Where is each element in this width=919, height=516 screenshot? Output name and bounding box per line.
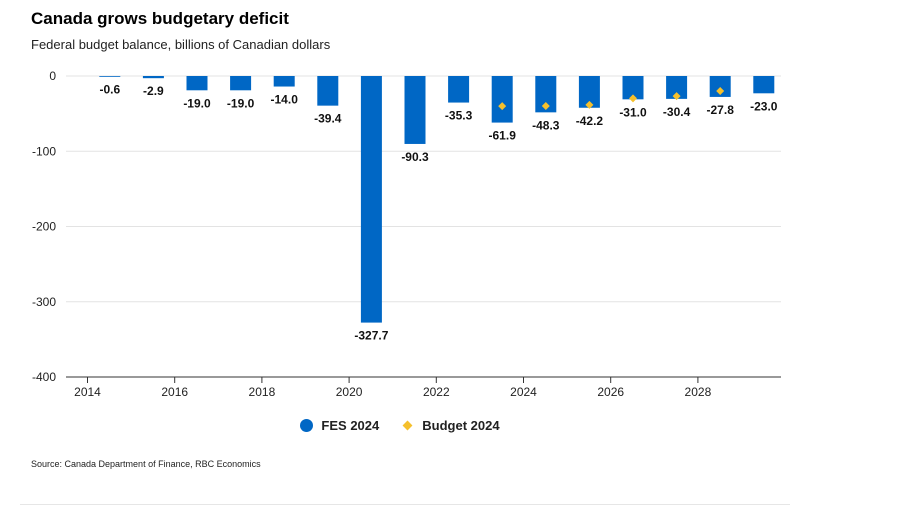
- bar-data-label: -19.0: [227, 96, 255, 110]
- bar-fes-2024: [578, 76, 600, 108]
- bar-data-label: -31.0: [619, 105, 647, 119]
- x-tick-label: 2022: [423, 385, 450, 399]
- marker-budget-2024: [498, 102, 507, 111]
- bar-data-label: -61.9: [489, 129, 517, 143]
- legend: FES 2024 Budget 2024: [0, 418, 800, 433]
- x-tick-label: 2016: [161, 385, 188, 399]
- bar-data-label: -90.3: [401, 150, 429, 164]
- bar-fes-2024: [448, 76, 470, 103]
- legend-circle-icon: [300, 419, 314, 432]
- bar-data-label: -0.6: [99, 82, 120, 96]
- bar-fes-2024: [230, 76, 252, 91]
- bar-data-label: -327.7: [354, 329, 388, 343]
- chart-subtitle: Federal budget balance, billions of Cana…: [31, 37, 331, 52]
- legend-diamond-icon: [402, 420, 413, 431]
- footer-divider: [20, 504, 790, 505]
- x-tick-label: 2014: [74, 385, 101, 399]
- bar-data-label: -2.9: [143, 84, 164, 98]
- budget-2024-markers: [498, 87, 725, 111]
- bar-fes-2024: [666, 76, 688, 99]
- x-axis: 2014 2016 2018 2020 2022 2024 2026 2028: [66, 376, 781, 399]
- marker-budget-2024: [585, 100, 594, 109]
- marker-budget-2024: [629, 94, 637, 103]
- bar-fes-2024: [360, 76, 382, 323]
- bar-fes-2024: [404, 76, 426, 144]
- bar-data-label: -35.3: [445, 109, 473, 123]
- x-tick-label: 2026: [597, 385, 624, 399]
- chart-title: Canada grows budgetary deficit: [31, 9, 289, 28]
- bar-data-label: -23.0: [750, 99, 778, 113]
- bar-fes-2024: [273, 76, 295, 87]
- chart-plot: 0 -100 -200 -300 -400 -0.6 -2.9 -19.0 -19.0 -14.…: [32, 69, 781, 399]
- bar-data-label: -14.0: [271, 93, 299, 107]
- bar-fes-2024: [535, 76, 557, 113]
- bar-fes-2024: [753, 76, 775, 94]
- bar-data-label: -19.0: [183, 96, 211, 110]
- bar-data-labels: -0.6 -2.9 -19.0 -19.0 -14.0 -39.4 -327.7 -90.3 -…: [99, 82, 777, 342]
- source-note: Source: Canada Department of Finance, RB…: [31, 459, 261, 469]
- marker-budget-2024: [716, 87, 725, 96]
- bar-fes-2024: [317, 76, 339, 106]
- legend-item-fes-2024[interactable]: FES 2024: [300, 418, 379, 433]
- x-tick-label: 2020: [336, 385, 363, 399]
- y-tick-label: -100: [32, 144, 56, 158]
- bar-fes-2024: [142, 76, 164, 79]
- y-tick-label: -400: [32, 370, 56, 384]
- y-tick-label: -300: [32, 295, 56, 309]
- bar-data-label: -30.4: [663, 105, 691, 119]
- bar-fes-2024: [491, 76, 513, 123]
- marker-budget-2024: [672, 92, 681, 101]
- bar-data-label: -27.8: [707, 103, 735, 117]
- bar-data-label: -42.2: [576, 114, 604, 128]
- bar-data-label: -48.3: [532, 118, 560, 132]
- x-tick-label: 2024: [510, 385, 537, 399]
- y-axis-ticks: 0 -100 -200 -300 -400: [32, 69, 56, 384]
- legend-item-budget-2024[interactable]: Budget 2024: [401, 418, 500, 433]
- legend-label-fes-2024: FES 2024: [321, 418, 380, 433]
- bar-fes-2024: [622, 76, 644, 100]
- y-tick-label: 0: [49, 69, 56, 83]
- marker-budget-2024: [541, 101, 550, 110]
- bar-data-label: -39.4: [314, 112, 342, 126]
- bar-fes-2024: [99, 76, 121, 77]
- fes-2024-bars: [99, 76, 775, 323]
- x-tick-label: 2028: [685, 385, 712, 399]
- bar-fes-2024: [186, 76, 208, 91]
- bar-fes-2024: [709, 76, 731, 97]
- y-tick-label: -200: [32, 220, 56, 234]
- x-tick-label: 2018: [249, 385, 276, 399]
- legend-label-budget-2024: Budget 2024: [422, 418, 500, 433]
